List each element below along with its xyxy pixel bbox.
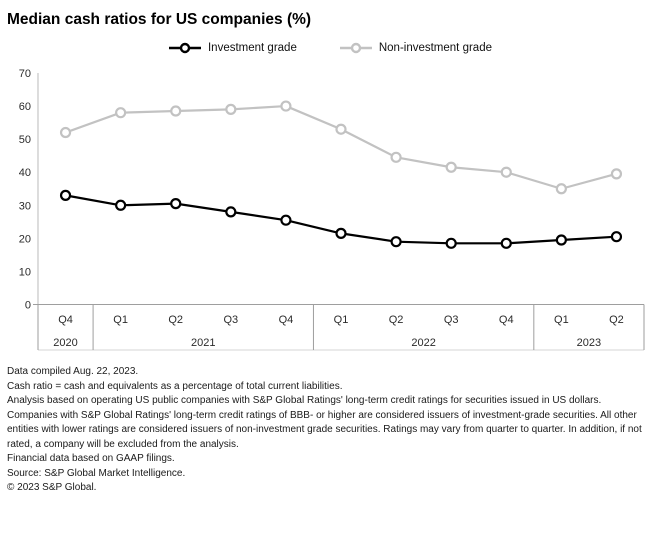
data-point-non-investment-grade <box>225 103 237 115</box>
data-point-investment-grade <box>115 199 127 211</box>
data-point-non-investment-grade <box>445 161 457 173</box>
x-axis-year-label: 2022 <box>411 337 435 349</box>
non-investment-grade-line-marker-icon <box>339 42 372 54</box>
data-point-investment-grade <box>500 237 512 249</box>
y-axis-tick-label: 10 <box>19 266 31 278</box>
data-point-investment-grade <box>335 227 347 239</box>
x-axis-year-label: 2023 <box>577 337 601 349</box>
y-axis-tick-label: 0 <box>25 300 31 312</box>
footnotes: Data compiled Aug. 22, 2023. Cash ratio … <box>0 355 660 496</box>
x-axis-quarter-label: Q4 <box>279 314 294 326</box>
data-point-investment-grade <box>445 237 457 249</box>
x-axis-year-label: 2020 <box>53 337 77 349</box>
y-axis-tick-label: 30 <box>19 200 31 212</box>
investment-grade-line-marker-icon <box>168 42 201 54</box>
data-point-non-investment-grade <box>59 126 72 139</box>
series-line-non-investment-grade <box>64 104 618 190</box>
y-axis-tick-label: 20 <box>19 233 31 245</box>
data-point-non-investment-grade <box>280 100 292 112</box>
legend-label-non-investment-grade: Non-investment grade <box>378 42 492 54</box>
x-axis-quarter-label: Q3 <box>444 314 459 326</box>
data-point-non-investment-grade <box>555 183 567 195</box>
legend-circle <box>179 42 191 54</box>
x-axis-year-label: 2021 <box>191 337 215 349</box>
x-axis-quarter-label: Q2 <box>389 314 404 326</box>
x-axis-quarter-label: Q2 <box>609 314 624 326</box>
data-point-investment-grade <box>555 234 567 246</box>
footnote-analysis-basis: Analysis based on operating US public co… <box>7 395 602 406</box>
data-point-investment-grade <box>390 236 402 248</box>
x-axis-quarter-label: Q2 <box>168 314 183 326</box>
data-point-investment-grade <box>170 198 182 210</box>
footnote-gaap: Financial data based on GAAP filings. <box>7 453 175 464</box>
data-point-non-investment-grade <box>610 168 623 180</box>
footnote-ratings-definition: Companies with S&P Global Ratings' long-… <box>7 409 642 450</box>
legend-circle <box>350 42 362 54</box>
legend-item-non-investment-grade: Non-investment grade <box>339 42 492 54</box>
data-point-non-investment-grade <box>115 107 127 119</box>
data-point-investment-grade <box>610 231 623 243</box>
chart-figure: Median cash ratios for US companies (%) … <box>0 10 660 496</box>
y-axis-tick-label: 40 <box>19 167 31 179</box>
x-axis-quarter-label: Q3 <box>223 314 238 326</box>
chart-legend: Investment grade Non-investment grade <box>0 39 660 57</box>
data-point-investment-grade <box>280 214 292 226</box>
x-axis-quarter-label: Q1 <box>554 314 569 326</box>
data-point-non-investment-grade <box>335 123 347 135</box>
footnote-cash-ratio-definition: Cash ratio = cash and equivalents as a p… <box>7 380 343 392</box>
x-axis-quarter-label: Q4 <box>58 314 73 326</box>
y-axis-tick-label: 70 <box>19 68 31 80</box>
footnote-source: Source: S&P Global Market Intelligence. <box>7 467 186 479</box>
x-axis-quarter-label: Q1 <box>113 314 128 326</box>
data-point-investment-grade <box>59 189 72 201</box>
x-axis-quarter-label: Q4 <box>499 314 514 326</box>
data-point-non-investment-grade <box>390 151 402 163</box>
y-axis-tick-label: 60 <box>19 101 31 113</box>
legend-label-investment-grade: Investment grade <box>207 42 297 54</box>
data-point-non-investment-grade <box>170 105 182 117</box>
footnote-copyright: © 2023 S&P Global. <box>7 482 97 493</box>
x-axis-quarter-label: Q1 <box>334 314 349 326</box>
legend-item-investment-grade: Investment grade <box>168 42 297 54</box>
footnote-data-compiled: Data compiled Aug. 22, 2023. <box>7 366 139 377</box>
y-axis-tick-label: 50 <box>19 134 31 146</box>
data-point-non-investment-grade <box>500 166 512 178</box>
line-chart: 0 10 20 30 40 50 60 70 Q4 Q1 Q2 Q3 Q4 Q1 Q2 Q3 Q4 Q1 Q2 202… <box>19 68 645 351</box>
chart-title: Median cash ratios for US companies (%) <box>7 11 312 28</box>
data-point-investment-grade <box>225 206 237 218</box>
